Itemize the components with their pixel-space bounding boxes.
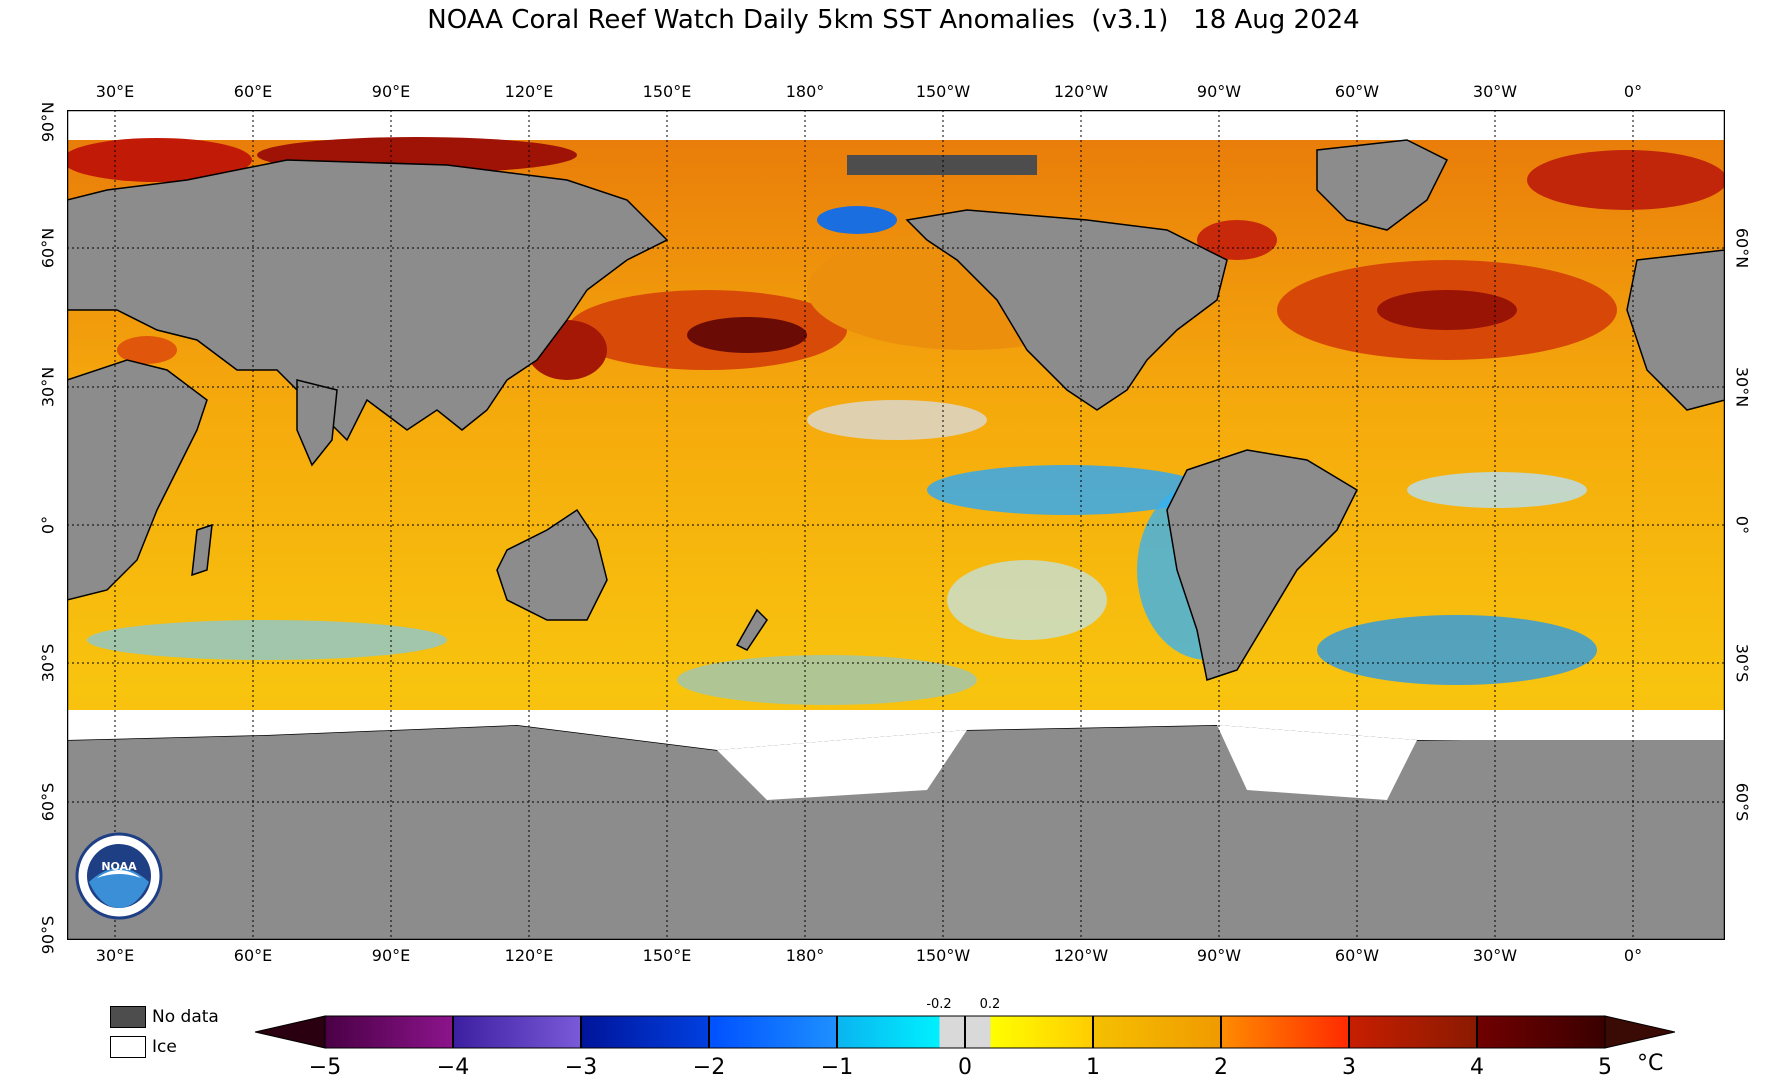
lat-label: 30°S xyxy=(1732,643,1752,683)
weddell-sea-ice xyxy=(1217,725,1417,800)
lon-label: 90°E xyxy=(371,82,411,101)
colorbar xyxy=(255,1015,1675,1049)
no-data-label: No data xyxy=(152,1007,219,1027)
lon-label: 0° xyxy=(1623,946,1643,965)
lon-label: 30°W xyxy=(1472,82,1518,101)
lat-label: 60°S xyxy=(1732,782,1752,822)
lat-label: 90°N xyxy=(38,101,58,143)
lon-label: 120°E xyxy=(504,946,554,965)
lat-label: 0° xyxy=(1732,515,1752,535)
lat-label: 60°S xyxy=(38,782,58,822)
lon-label: 60°W xyxy=(1334,82,1380,101)
landmass-madagascar xyxy=(191,523,213,577)
lon-label: 60°E xyxy=(233,946,273,965)
lon-label: 120°E xyxy=(504,82,554,101)
map-frame xyxy=(66,109,1726,941)
sst-anomaly-map: NOAA xyxy=(62,109,1727,941)
colorbar-tick: −4 xyxy=(436,1055,470,1080)
landmass-eurasia xyxy=(66,159,669,442)
svg-text:NOAA: NOAA xyxy=(101,860,137,873)
colorbar-tick: −2 xyxy=(692,1055,726,1080)
no-data-patch xyxy=(847,155,1037,175)
colorbar-tick: −5 xyxy=(308,1055,342,1080)
lon-label: 120°W xyxy=(1053,946,1109,965)
lon-label: 150°E xyxy=(642,82,692,101)
lat-label: 30°N xyxy=(38,366,58,408)
colorbar-low-arrow xyxy=(255,1015,326,1049)
lat-label: 30°S xyxy=(38,643,58,683)
landmass-south-america xyxy=(1166,449,1358,681)
colorbar-tick: 3 xyxy=(1342,1055,1356,1080)
landmass-india xyxy=(296,379,338,467)
map-canvas: NOAA xyxy=(62,109,1727,941)
lon-label: 60°W xyxy=(1334,946,1380,965)
colorbar-high-arrow xyxy=(1604,1015,1675,1049)
colorbar-tick: 4 xyxy=(1470,1055,1484,1080)
graticule xyxy=(67,110,1725,940)
colorbar-tick: −3 xyxy=(564,1055,598,1080)
ice-label: Ice xyxy=(152,1037,177,1057)
lon-label: 180° xyxy=(785,82,825,101)
landmass-new-zealand xyxy=(735,608,768,651)
lon-label: 150°W xyxy=(915,946,971,965)
lon-label: 30°E xyxy=(95,82,135,101)
colorbar-tick: 1 xyxy=(1086,1055,1100,1080)
noaa-logo: NOAA xyxy=(75,832,163,920)
landmass-north-america xyxy=(905,209,1228,411)
arctic-band xyxy=(67,110,1725,140)
colorbar-unit: °C xyxy=(1637,1051,1664,1076)
lon-label: 150°E xyxy=(642,946,692,965)
colorbar-small-tick: 0.2 xyxy=(979,997,1001,1012)
lon-label: 90°W xyxy=(1196,82,1242,101)
colorbar-tick: 0 xyxy=(958,1055,972,1080)
lon-label: 30°W xyxy=(1472,946,1518,965)
colorbar-tick: 2 xyxy=(1214,1055,1228,1080)
landmass-greenland xyxy=(1316,139,1449,231)
no-data-swatch xyxy=(110,1006,146,1028)
lat-label: 60°N xyxy=(1732,227,1752,269)
legend-ice: Ice xyxy=(110,1036,177,1058)
ross-sea-ice xyxy=(717,730,967,800)
ice-swatch xyxy=(110,1036,146,1058)
colorbar-tick: 5 xyxy=(1598,1055,1612,1080)
lat-label: 60°N xyxy=(38,227,58,269)
antarctic-sea-ice xyxy=(67,710,1725,750)
lon-label: 120°W xyxy=(1053,82,1109,101)
lon-label: 30°E xyxy=(95,946,135,965)
lat-label: 30°N xyxy=(1732,366,1752,408)
lon-label: 90°W xyxy=(1196,946,1242,965)
sea-ice xyxy=(67,710,1725,800)
landmass-africa xyxy=(66,359,208,601)
lon-label: 60°E xyxy=(233,82,273,101)
map-title: NOAA Coral Reef Watch Daily 5km SST Anom… xyxy=(427,5,1360,35)
lat-label: 90°S xyxy=(38,915,58,955)
lon-label: 150°W xyxy=(915,82,971,101)
colorbar-tick: −1 xyxy=(820,1055,854,1080)
lat-label: 0° xyxy=(38,515,58,535)
colorbar-small-tick: -0.2 xyxy=(926,997,952,1012)
lon-label: 0° xyxy=(1623,82,1643,101)
colorbar-dividers xyxy=(452,1016,1478,1048)
legend-no-data: No data xyxy=(110,1006,219,1028)
lon-label: 180° xyxy=(785,946,825,965)
landmass-australia xyxy=(496,508,608,621)
lon-label: 90°E xyxy=(371,946,411,965)
